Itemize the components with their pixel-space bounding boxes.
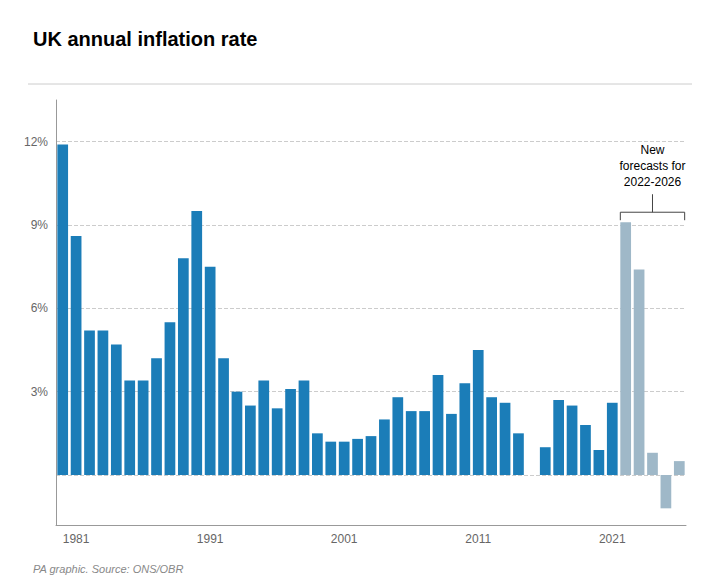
svg-text:PA graphic. Source: ONS/OBR: PA graphic. Source: ONS/OBR: [33, 563, 183, 575]
svg-text:3%: 3%: [31, 385, 49, 399]
svg-text:2001: 2001: [331, 532, 358, 546]
svg-text:9%: 9%: [31, 218, 49, 232]
svg-text:New: New: [640, 143, 664, 157]
svg-text:12%: 12%: [24, 135, 48, 149]
svg-text:1991: 1991: [197, 532, 224, 546]
svg-text:2021: 2021: [599, 532, 626, 546]
svg-text:6%: 6%: [31, 301, 49, 315]
svg-text:2011: 2011: [465, 532, 491, 546]
svg-text:1981: 1981: [63, 532, 90, 546]
svg-text:forecasts for: forecasts for: [619, 159, 685, 173]
svg-text:UK annual inflation rate: UK annual inflation rate: [33, 28, 257, 50]
svg-text:2022-2026: 2022-2026: [624, 175, 682, 189]
